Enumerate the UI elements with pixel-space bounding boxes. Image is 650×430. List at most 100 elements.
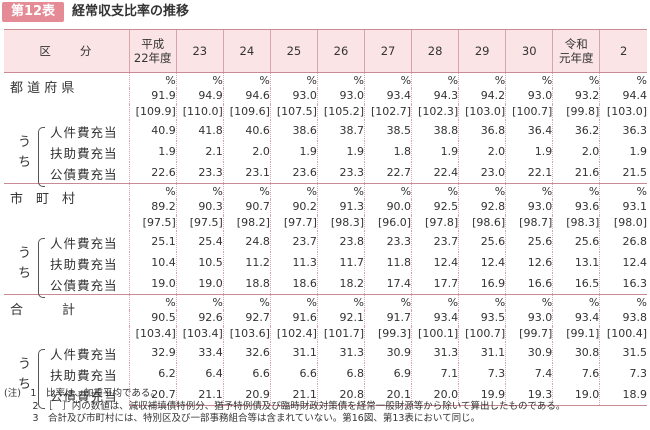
ratio-cell: 92.6	[175, 310, 224, 326]
sub-item-cell: 20.8	[316, 384, 365, 406]
table-title: 経常収支比率の推移	[72, 4, 190, 19]
sub-item-cell: 2.0	[552, 141, 600, 162]
adjusted-ratio-cell: [103.0]	[458, 104, 506, 120]
sub-item-cell: 16.9	[458, 273, 506, 295]
adjusted-ratio-cell: [97.5]	[175, 215, 224, 231]
sub-item-cell: 19.0	[128, 273, 177, 295]
header-year-line: 22年度	[133, 51, 172, 65]
sub-item-row: 1.9 2.1 2.0 1.9 1.9 1.8 1.9 2.0 1.9 2.0 1.9	[4, 141, 647, 162]
header-year: 30	[505, 29, 553, 73]
header-year-line: 23	[192, 44, 208, 58]
adjusted-ratio-cell: [97.8]	[411, 215, 459, 231]
sub-item-cell: 2.1	[175, 141, 224, 162]
sub-item-cell: 1.9	[128, 141, 177, 162]
sub-item-cell: 13.1	[552, 252, 600, 273]
uchi-label: う ち	[18, 135, 32, 170]
sub-item-cell: 19.0	[552, 384, 600, 406]
sub-item-cell: 25.1	[128, 231, 177, 252]
sub-item-cell: 21.5	[599, 162, 647, 184]
ratio-cell: 90.2	[269, 199, 318, 215]
sub-item-cell: 6.6	[222, 363, 271, 384]
adjusted-ratio-cell: [100.1]	[411, 326, 459, 342]
sub-item-cell: 36.4	[505, 120, 553, 141]
sub-item-cell: 23.6	[269, 162, 318, 184]
ratio-cell: 93.0	[269, 88, 318, 104]
sub-item-cell: 31.1	[458, 342, 506, 363]
sub-item-cell: 7.3	[458, 363, 506, 384]
sub-item-cell: 33.4	[175, 342, 224, 363]
sub-item-cell: 25.6	[505, 231, 553, 252]
sub-item-cell: 1.9	[411, 141, 459, 162]
ratio-cell: 94.9	[175, 88, 224, 104]
sub-item-cell: 16.6	[505, 273, 553, 295]
sub-item-cell: 38.7	[316, 120, 365, 141]
sub-item-cell: 7.1	[411, 363, 459, 384]
sub-item-cell: 17.7	[411, 273, 459, 295]
sub-item-label: 公債費充当	[50, 278, 118, 293]
unit-row: 市 町 村う ち 人件費充当 扶助費充当 公債費充当%%%%%%%%%%%	[4, 183, 647, 298]
group-label-cell: 都 道 府 県う ち 人件費充当 扶助費充当 公債費充当	[4, 72, 130, 187]
adjusted-ratio-cell: [99.1]	[552, 326, 600, 342]
ratio-cell: 92.5	[411, 199, 459, 215]
sub-item-cell: 18.6	[269, 273, 318, 295]
header-year-line: 元年度	[559, 51, 594, 65]
sub-item-row: 32.9 33.4 32.6 31.1 31.3 30.9 31.3 31.1 30.9 30.8…	[4, 342, 647, 363]
total-ratio-row: 91.9 94.9 94.6 93.0 93.0 93.4 94.3 94.2 93.0 93.2…	[4, 88, 647, 104]
sub-item-cell: 6.2	[128, 363, 177, 384]
ratio-cell: 92.8	[458, 199, 506, 215]
group-label-cell: 合 計う ち 人件費充当 扶助費充当 公債費充当	[4, 294, 130, 409]
adjusted-ratio-cell: [103.6]	[222, 326, 271, 342]
header-year: 24	[222, 29, 271, 73]
sub-item-cell: 31.1	[269, 342, 318, 363]
adjusted-ratio-cell: [107.5]	[269, 104, 318, 120]
ratio-cell: 94.6	[222, 88, 271, 104]
unit-cell: %	[552, 72, 600, 88]
header-year-line: 2	[619, 44, 628, 58]
unit-cell: %	[269, 294, 318, 310]
sub-item-label: 扶助費充当	[50, 146, 118, 161]
adjusted-ratio-row: [97.5] [97.5] [98.2] [97.7] [98.3] [96.0] [97.…	[4, 215, 647, 231]
ratio-cell: 93.4	[552, 310, 600, 326]
ratio-cell: 93.4	[411, 310, 459, 326]
sub-item-cell: 23.8	[316, 231, 365, 252]
sub-item-cell: 31.5	[599, 342, 647, 363]
footnote-line: 3 合計及び市町村には、特別区及び一部事務組合等は含まれていない。第16図、第1…	[4, 413, 481, 424]
sub-item-cell: 17.4	[363, 273, 412, 295]
unit-cell: %	[363, 72, 412, 88]
unit-cell: %	[222, 183, 271, 199]
header-year-line: 25	[286, 44, 302, 58]
unit-cell: %	[316, 183, 365, 199]
sub-item-label: 扶助費充当	[50, 368, 118, 383]
adjusted-ratio-cell: [100.7]	[505, 104, 553, 120]
adjusted-ratio-cell: [109.6]	[222, 104, 271, 120]
header-corner: 区 分	[4, 29, 130, 73]
sub-item-cell: 16.3	[599, 273, 647, 295]
sub-item-cell: 7.4	[505, 363, 553, 384]
adjusted-ratio-cell: [102.7]	[363, 104, 412, 120]
adjusted-ratio-row: [103.4] [103.4] [103.6] [102.4] [101.7] [99.3…	[4, 326, 647, 342]
ratio-cell: 94.3	[411, 88, 459, 104]
sub-item-row: 40.9 41.8 40.6 38.6 38.7 38.5 38.8 36.8 36.4 36.2…	[4, 120, 647, 141]
adjusted-ratio-row: [109.9] [110.0] [109.6] [107.5] [105.2] [102.…	[4, 104, 647, 120]
sub-item-cell: 2.0	[222, 141, 271, 162]
sub-item-cell: 36.3	[599, 120, 647, 141]
adjusted-ratio-cell: [98.2]	[222, 215, 271, 231]
table-number-badge: 第12表	[2, 2, 64, 22]
adjusted-ratio-cell: [109.9]	[128, 104, 177, 120]
sub-item-cell: 23.3	[175, 162, 224, 184]
sub-item-cell: 38.5	[363, 120, 412, 141]
adjusted-ratio-cell: [103.0]	[599, 104, 647, 120]
sub-item-label: 公債費充当	[50, 167, 118, 182]
header-year: 29	[458, 29, 506, 73]
header-year: 28	[411, 29, 459, 73]
unit-cell: %	[458, 294, 506, 310]
adjusted-ratio-cell: [96.0]	[363, 215, 412, 231]
sub-item-cell: 11.3	[269, 252, 318, 273]
header-year: 平成 22年度	[128, 29, 177, 73]
sub-item-cell: 6.8	[316, 363, 365, 384]
bracket-shape	[38, 349, 45, 409]
footnote-line: (注) 1 比率は、加重平均である。	[4, 388, 160, 399]
ratio-cell: 93.5	[458, 310, 506, 326]
sub-item-row: 19.0 19.0 18.8 18.6 18.2 17.4 17.7 16.9 16.6 16.5…	[4, 273, 647, 295]
sub-item-cell: 23.1	[222, 162, 271, 184]
